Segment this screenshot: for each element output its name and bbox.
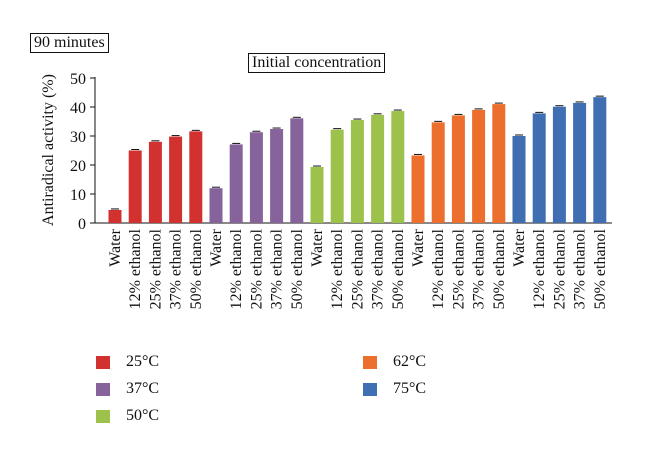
x-tick-label: 12% ethanol [127,228,144,309]
x-tick-label: 37% ethanol [168,228,185,309]
x-tick-label: 12% ethanol [430,228,447,309]
bar [229,144,243,223]
legend-label: 50°C [126,407,160,424]
x-tick-label: 12% ethanol [329,228,346,309]
x-tick-label: Water [410,228,427,266]
x-tick-labels: Water 12% ethanol 25% ethanol 37% ethanol 50… [107,228,609,309]
bar [573,102,587,223]
y-tick-label: 20 [70,158,86,175]
bar [411,155,425,223]
x-tick-label: 37% ethanol [572,228,589,309]
x-tick-label: 25% ethanol [551,228,568,309]
x-tick-label: 50% ethanol [390,228,407,309]
x-tick-label: 25% ethanol [248,228,265,309]
bar [391,111,405,223]
legend-label: 62°C [393,353,427,370]
bar [270,129,284,223]
legend-swatch [96,356,110,369]
y-tick-labels: 0 10 20 30 40 50 [70,71,86,233]
bar [310,167,324,223]
x-tick-label: 50% ethanol [289,228,306,309]
y-tick-label: 40 [70,100,86,117]
bar [209,188,223,223]
legend-label: 75°C [393,380,427,397]
x-tick-label: Water [511,228,528,266]
bar [350,120,364,223]
bar [532,113,546,223]
time-label: 90 minutes [30,33,109,53]
x-tick-label: 25% ethanol [349,228,366,309]
legend-label: 25°C [126,353,160,370]
x-tick-label: 37% ethanol [269,228,286,309]
x-tick-label: 50% ethanol [491,228,508,309]
y-tick-label: 10 [70,187,86,204]
legend-label: 37°C [126,380,160,397]
chart-title: Initial concentration [248,53,386,73]
legend-swatch [96,383,110,396]
x-tick-label: 37% ethanol [370,228,387,309]
bar [330,129,344,223]
bar [552,106,566,223]
x-tick-label: 25% ethanol [450,228,467,309]
legend-swatch [96,410,110,423]
legend-swatch [363,356,377,369]
legend-swatch [363,383,377,396]
bar [189,131,203,223]
x-tick-label: Water [208,228,225,266]
x-tick-label: 37% ethanol [471,228,488,309]
bar [472,109,486,223]
bar [148,141,162,223]
x-tick-label: Water [107,228,124,266]
x-tick-label: Water [309,228,326,266]
bar [492,104,506,223]
bar [249,132,263,223]
bar [290,118,304,223]
y-axis-label: Antiradical activity (%) [40,74,57,226]
x-tick-label: 25% ethanol [147,228,164,309]
x-tick-label: 50% ethanol [592,228,609,309]
bar [593,97,607,223]
x-tick-label: 12% ethanol [531,228,548,309]
bar [128,150,142,223]
bar [512,136,526,223]
y-tick-label: 50 [70,71,86,88]
y-tick-label: 30 [70,129,86,146]
x-tick-label: 50% ethanol [188,228,205,309]
y-tick-label: 0 [78,216,86,233]
x-tick-label: 12% ethanol [228,228,245,309]
bar [451,115,465,223]
bar [431,122,445,223]
bar [371,114,385,223]
chart-bars [108,95,607,223]
bar [169,136,183,223]
bar [108,209,122,223]
